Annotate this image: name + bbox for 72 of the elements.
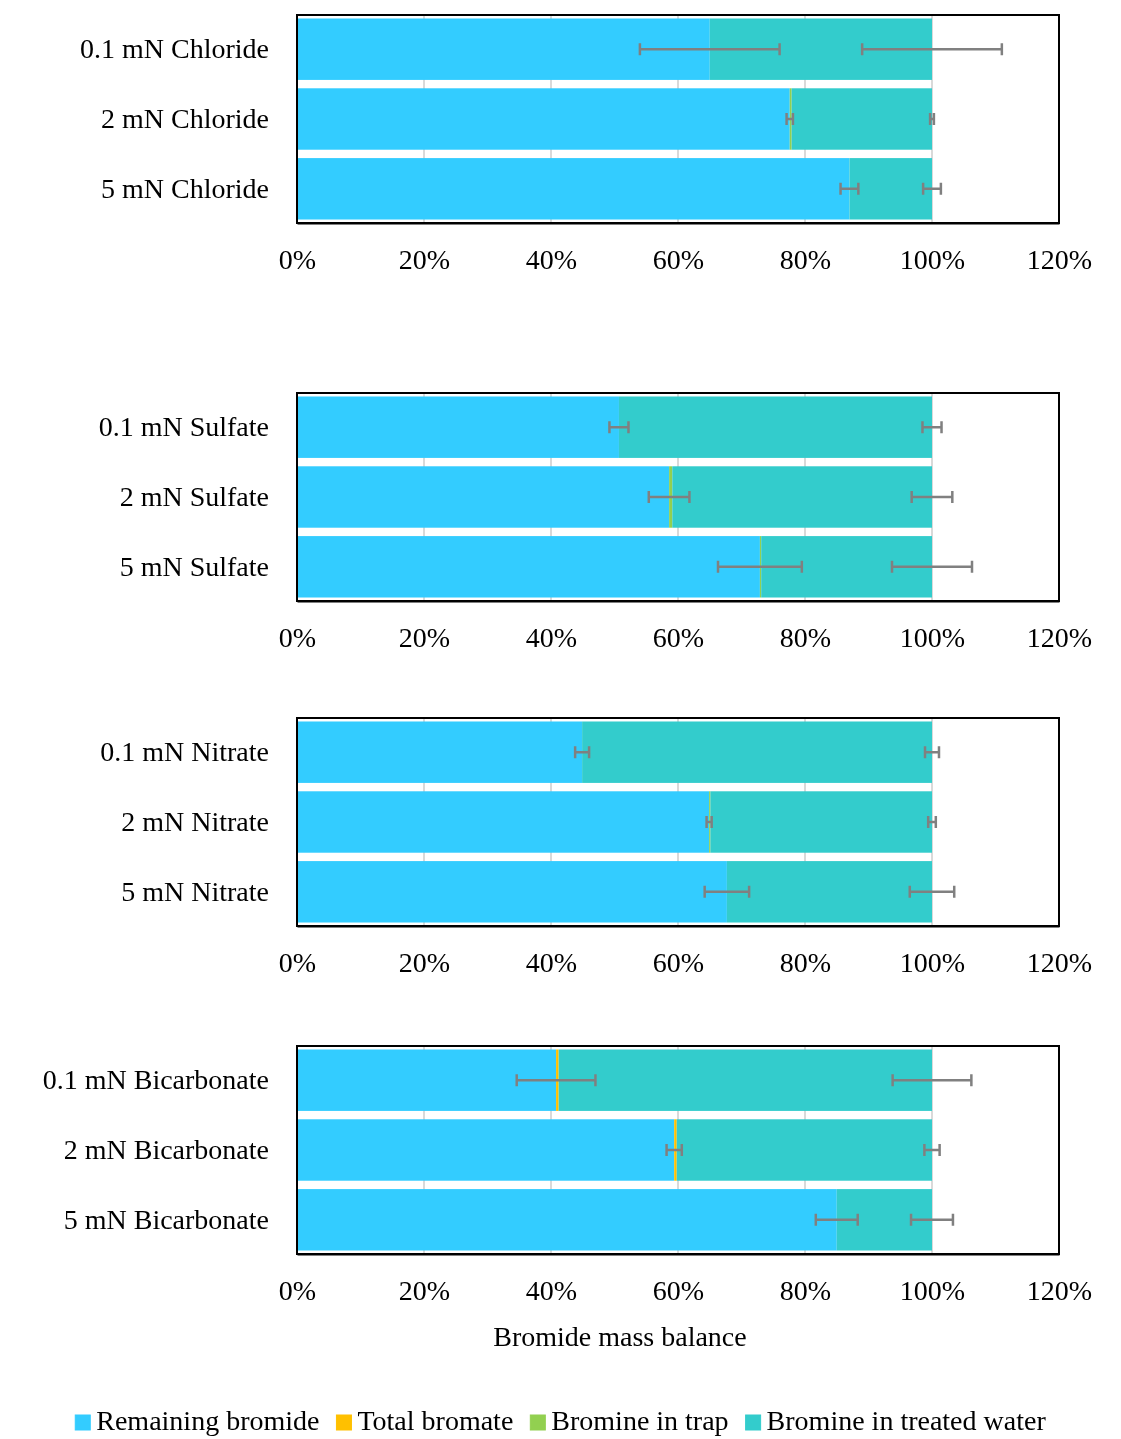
x-tick-label: 60%: [652, 1274, 705, 1306]
x-tick-label: 100%: [899, 243, 966, 275]
bar: [297, 861, 727, 923]
bar: [761, 536, 932, 598]
y-tick-label: 0.1 mN Nitrate: [100, 736, 269, 768]
bar: [297, 1189, 837, 1251]
x-tick-label: 0%: [278, 243, 317, 275]
bar: [297, 88, 790, 150]
y-tick-label: 2 mN Chloride: [101, 102, 269, 134]
bar: [849, 158, 932, 220]
legend-label: Remaining bromide: [96, 1405, 320, 1436]
x-tick-label: 0%: [278, 1274, 317, 1306]
y-tick-label: 0.1 mN Sulfate: [98, 411, 269, 443]
x-axis-title: Bromide mass balance: [493, 1321, 747, 1352]
bar: [582, 721, 932, 783]
x-tick-label: 100%: [899, 1274, 966, 1306]
x-tick-label: 100%: [899, 946, 966, 978]
y-tick-label: 2 mN Bicarbonate: [63, 1133, 269, 1165]
x-tick-label: 80%: [779, 243, 832, 275]
x-tick-label: 80%: [779, 621, 832, 653]
x-tick-label: 40%: [525, 1274, 578, 1306]
x-tick-label: 20%: [398, 621, 451, 653]
y-tick-label: 5 mN Chloride: [101, 172, 269, 204]
bar: [297, 1049, 557, 1111]
legend-label: Bromine in treated water: [766, 1405, 1047, 1436]
x-tick-label: 120%: [1026, 243, 1093, 275]
bar: [297, 721, 583, 783]
x-tick-label: 0%: [278, 946, 317, 978]
bar: [297, 158, 850, 220]
bar: [710, 791, 932, 853]
x-tick-label: 60%: [652, 621, 705, 653]
x-tick-label: 80%: [779, 946, 832, 978]
bar: [791, 88, 932, 150]
y-tick-label: 2 mN Sulfate: [119, 480, 269, 512]
x-tick-label: 120%: [1026, 621, 1093, 653]
x-tick-label: 80%: [779, 1274, 832, 1306]
bar: [297, 466, 670, 528]
legend-label: Total bromate: [357, 1405, 514, 1436]
x-tick-label: 20%: [398, 243, 451, 275]
x-tick-label: 60%: [652, 946, 705, 978]
bar: [672, 466, 932, 528]
bar: [836, 1189, 932, 1251]
x-tick-label: 20%: [398, 946, 451, 978]
bar: [297, 536, 760, 598]
x-tick-label: 100%: [899, 621, 966, 653]
bar: [556, 1049, 559, 1111]
y-tick-label: 0.1 mN Chloride: [80, 33, 269, 65]
bar: [726, 861, 932, 923]
legend-label: Bromine in trap: [551, 1405, 729, 1436]
bar: [297, 396, 619, 458]
y-tick-label: 2 mN Nitrate: [121, 805, 269, 837]
x-tick-label: 120%: [1026, 946, 1093, 978]
y-tick-label: 5 mN Nitrate: [121, 875, 269, 907]
bar: [674, 1119, 677, 1181]
y-tick-label: 5 mN Sulfate: [119, 550, 269, 582]
bar: [297, 18, 710, 80]
x-tick-label: 40%: [525, 946, 578, 978]
bar: [669, 466, 673, 528]
y-tick-label: 0.1 mN Bicarbonate: [42, 1064, 269, 1096]
bar: [297, 791, 710, 853]
bar: [709, 18, 932, 80]
x-tick-label: 0%: [278, 621, 317, 653]
bar: [676, 1119, 932, 1181]
bar: [558, 1049, 932, 1111]
y-tick-label: 5 mN Bicarbonate: [63, 1203, 269, 1235]
bar: [297, 1119, 675, 1181]
x-tick-label: 120%: [1026, 1274, 1093, 1306]
x-tick-label: 60%: [652, 243, 705, 275]
bar: [618, 396, 932, 458]
x-tick-label: 40%: [525, 243, 578, 275]
x-tick-label: 20%: [398, 1274, 451, 1306]
x-tick-label: 40%: [525, 621, 578, 653]
